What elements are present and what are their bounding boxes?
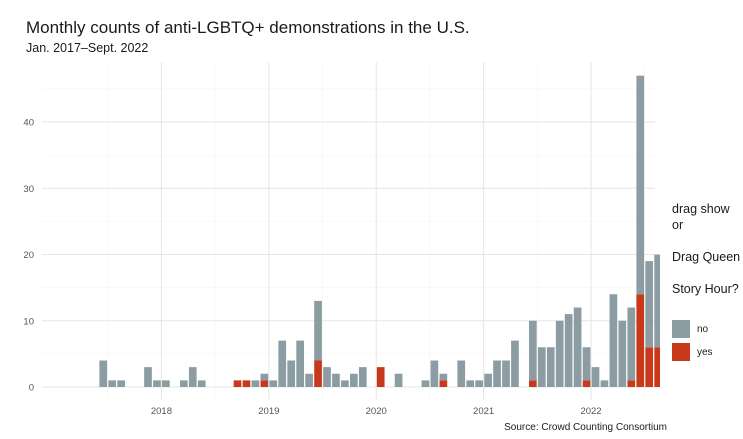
bar-no	[439, 373, 448, 381]
bar-no	[153, 380, 161, 387]
bar-yes	[314, 360, 322, 387]
bar-no	[466, 380, 475, 387]
bar-no	[305, 373, 313, 387]
bar-no	[117, 380, 125, 387]
bar-yes	[582, 380, 591, 387]
y-tick-label: 10	[23, 316, 34, 327]
bar-no	[341, 380, 349, 387]
bar-no	[564, 314, 573, 387]
x-tick-label: 2022	[580, 406, 601, 417]
y-tick-label: 40	[23, 118, 34, 129]
bar-yes	[260, 380, 269, 387]
bar-no	[314, 300, 322, 361]
y-tick-label: 20	[23, 250, 34, 261]
bar-no	[511, 340, 519, 387]
legend-label-no: no	[697, 323, 709, 335]
bar-no	[582, 347, 591, 381]
bar-no	[475, 380, 483, 387]
bar-no	[537, 347, 546, 387]
x-tick-label: 2018	[151, 406, 172, 417]
bar-no	[555, 320, 564, 387]
bar-no	[457, 360, 466, 387]
x-tick-label: 2020	[366, 406, 387, 417]
bar-no	[162, 380, 170, 387]
bar-yes	[627, 380, 636, 387]
legend-key-no	[672, 320, 690, 338]
bar-no	[430, 360, 439, 387]
legend-key-yes	[672, 343, 690, 361]
bar-yes	[529, 380, 537, 387]
bar-no	[529, 320, 537, 381]
bar-no	[323, 367, 331, 387]
bar-yes	[645, 347, 654, 387]
chart-caption: Source: Crowd Counting Consortium	[504, 422, 667, 433]
legend-label-yes: yes	[697, 346, 713, 358]
bar-no	[609, 294, 618, 387]
bar-no	[99, 360, 108, 387]
bar-no	[627, 307, 636, 381]
bar-no	[421, 380, 430, 387]
bar-no	[654, 254, 660, 348]
bar-chart: 0 10 20 30 40 2018 2019 2020 2021 2022	[23, 62, 660, 417]
x-tick-label: 2019	[258, 406, 279, 417]
bar-no	[287, 360, 296, 387]
bar-no	[394, 373, 403, 387]
bar-no	[502, 360, 510, 387]
bar-yes	[233, 380, 242, 387]
bar-no	[251, 380, 260, 387]
bar-no	[269, 380, 278, 387]
bar-no	[573, 307, 582, 387]
bar-no	[260, 373, 269, 381]
bar-no	[645, 261, 654, 348]
bar-no	[296, 340, 304, 387]
x-tick-label: 2021	[473, 406, 494, 417]
bar-no	[546, 347, 555, 387]
bar-no	[350, 373, 358, 387]
bar-no	[332, 373, 340, 387]
bar-no	[618, 320, 627, 387]
bar-yes	[439, 380, 448, 387]
legend: drag show or Drag Queen Story Hour? no y…	[672, 185, 742, 362]
bar-no	[591, 367, 600, 387]
legend-item-no: no	[672, 319, 742, 339]
bar-no	[636, 75, 645, 295]
bar-no	[188, 367, 197, 387]
legend-title-line: Story Hour?	[672, 282, 739, 296]
bar-yes	[376, 367, 385, 387]
bar-no	[278, 340, 287, 387]
bar-yes	[654, 347, 660, 387]
legend-title-line: Drag Queen	[672, 250, 741, 264]
chart-title: Monthly counts of anti-LGBTQ+ demonstrat…	[26, 18, 470, 37]
bar-yes	[636, 294, 645, 387]
bar-no	[144, 367, 152, 387]
chart-subtitle: Jan. 2017–Sept. 2022	[26, 41, 149, 55]
y-tick-label: 0	[29, 383, 34, 394]
bar-no	[484, 373, 492, 387]
bar-no	[108, 380, 117, 387]
bar-no	[600, 380, 609, 387]
legend-item-yes: yes	[672, 342, 742, 362]
y-tick-label: 30	[23, 184, 34, 195]
bar-no	[358, 367, 367, 387]
bar-no	[197, 380, 206, 387]
bar-no	[179, 380, 188, 387]
bar-no	[493, 360, 501, 387]
legend-title: drag show or Drag Queen Story Hour?	[672, 185, 742, 313]
bar-yes	[242, 380, 251, 387]
legend-title-line: drag show or	[672, 202, 730, 232]
